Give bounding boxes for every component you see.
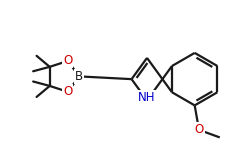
Text: O: O xyxy=(63,54,72,68)
Text: O: O xyxy=(63,85,72,98)
Text: NH: NH xyxy=(138,91,156,104)
Text: O: O xyxy=(194,123,204,136)
Text: B: B xyxy=(75,70,83,83)
